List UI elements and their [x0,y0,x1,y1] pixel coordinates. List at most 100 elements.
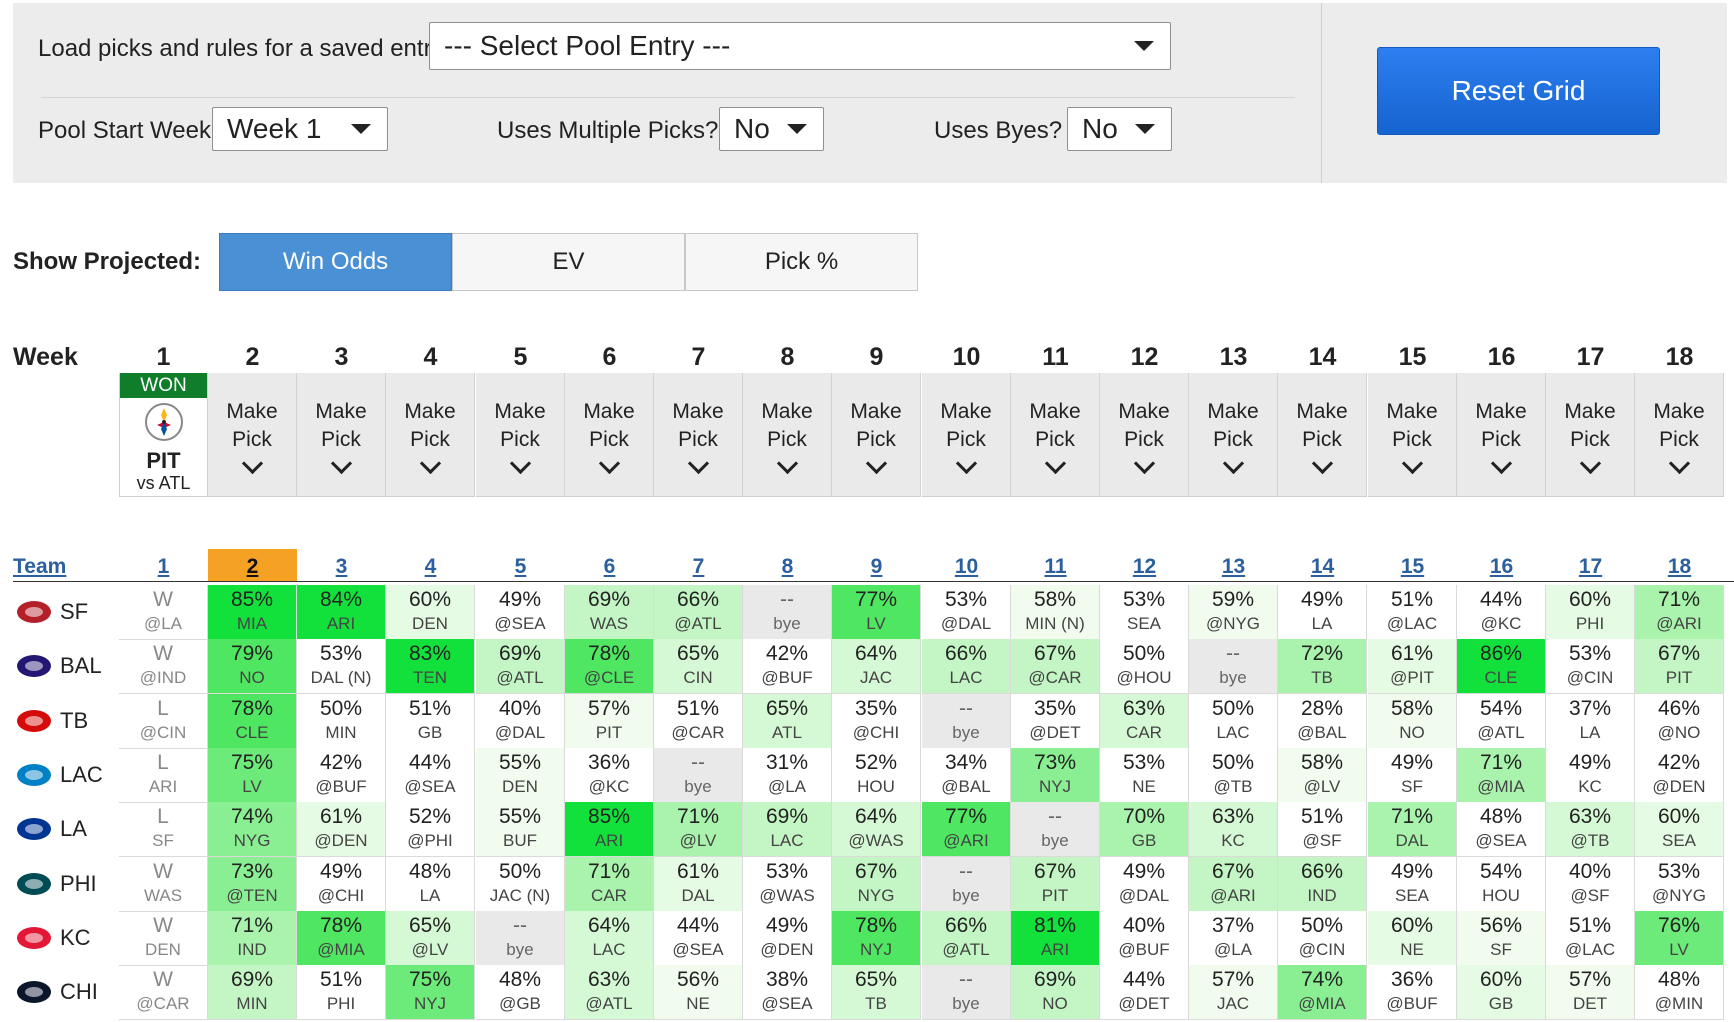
table-cell[interactable]: 78% NYJ [832,911,921,966]
table-cell[interactable]: 83% TEN [386,639,475,694]
multi-picks-select[interactable]: No [719,107,824,151]
make-pick-dropdown-week-11[interactable]: Make Pick [1011,373,1100,497]
table-cell[interactable]: 51% @LAC [1368,585,1457,640]
table-cell[interactable]: 52% @PHI [386,802,475,857]
table-cell[interactable]: 76% LV [1635,911,1724,966]
week-column-header[interactable]: 12 [1132,555,1157,578]
table-cell[interactable]: 50% @TB [1189,748,1278,803]
table-cell[interactable]: 48% @SEA [1457,802,1546,857]
table-cell[interactable]: 50% @CIN [1278,911,1367,966]
make-pick-dropdown-week-4[interactable]: Make Pick [386,373,475,497]
table-cell[interactable]: 44% @KC [1457,585,1546,640]
table-cell[interactable]: 56% NE [654,965,743,1020]
table-cell[interactable]: 40% @DAL [476,694,565,749]
table-cell[interactable]: 48% @GB [476,965,565,1020]
week-column-header[interactable]: 7 [692,555,705,578]
table-cell[interactable]: 37% LA [1546,694,1635,749]
table-cell[interactable]: 53% SEA [1100,585,1189,640]
table-cell[interactable]: 35% @CHI [832,694,921,749]
week-column-header[interactable]: 10 [954,555,979,578]
table-cell[interactable]: 64% LAC [565,911,654,966]
table-cell[interactable]: 49% @DAL [1100,857,1189,912]
table-cell[interactable]: 81% ARI [1011,911,1100,966]
table-cell[interactable]: 51% PHI [297,965,386,1020]
table-cell[interactable]: 51% @SF [1278,802,1367,857]
table-cell[interactable]: 53% NE [1100,748,1189,803]
table-cell[interactable]: 75% LV [208,748,297,803]
table-cell[interactable]: 28% @BAL [1278,694,1367,749]
table-cell[interactable]: 61% @PIT [1368,639,1457,694]
table-cell[interactable]: 66% @ATL [922,911,1011,966]
table-cell[interactable]: 69% @ATL [476,639,565,694]
week-column-header[interactable]: 1 [157,555,170,578]
make-pick-dropdown-week-18[interactable]: Make Pick [1635,373,1724,497]
week-column-header[interactable]: 6 [603,555,616,578]
table-cell[interactable]: 65% TB [832,965,921,1020]
make-pick-dropdown-week-7[interactable]: Make Pick [654,373,743,497]
make-pick-dropdown-week-8[interactable]: Make Pick [743,373,832,497]
table-cell[interactable]: 42% @BUF [743,639,832,694]
week-column-header[interactable]: 3 [335,555,348,578]
week-column-header[interactable]: 16 [1489,555,1514,578]
table-cell[interactable]: 71% DAL [1368,802,1457,857]
make-pick-dropdown-week-12[interactable]: Make Pick [1100,373,1189,497]
table-cell[interactable]: 42% @BUF [297,748,386,803]
table-cell[interactable]: 58% MIN (N) [1011,585,1100,640]
byes-select[interactable]: No [1067,107,1172,151]
table-cell[interactable]: 74% NYG [208,802,297,857]
table-cell[interactable]: 55% DEN [476,748,565,803]
table-cell[interactable]: 38% @SEA [743,965,832,1020]
table-cell[interactable]: 69% LAC [743,802,832,857]
table-cell[interactable]: 48% @MIN [1635,965,1724,1020]
week-column-header[interactable]: 9 [870,555,883,578]
table-cell[interactable]: 37% @LA [1189,911,1278,966]
table-cell[interactable]: 55% BUF [476,802,565,857]
table-cell[interactable]: 65% @LV [386,911,475,966]
table-cell[interactable]: 60% NE [1368,911,1457,966]
make-pick-dropdown-week-9[interactable]: Make Pick [832,373,921,497]
table-cell[interactable]: 61% DAL [654,857,743,912]
table-cell[interactable]: 49% @CHI [297,857,386,912]
table-cell[interactable]: 63% CAR [1100,694,1189,749]
table-cell[interactable]: 54% HOU [1457,857,1546,912]
table-cell[interactable]: 40% @SF [1546,857,1635,912]
tab-win-odds[interactable]: Win Odds [219,233,452,291]
table-cell[interactable]: 69% NO [1011,965,1100,1020]
table-cell[interactable]: 51% @LAC [1546,911,1635,966]
table-cell[interactable]: 49% SF [1368,748,1457,803]
team-column-header[interactable]: Team [13,555,67,578]
table-cell[interactable]: 56% SF [1457,911,1546,966]
table-cell[interactable]: 50% @HOU [1100,639,1189,694]
table-cell[interactable]: 72% TB [1278,639,1367,694]
table-cell[interactable]: 67% @CAR [1011,639,1100,694]
table-cell[interactable]: 69% MIN [208,965,297,1020]
table-cell[interactable]: 84% ARI [297,585,386,640]
table-cell[interactable]: 67% NYG [832,857,921,912]
table-cell[interactable]: 65% ATL [743,694,832,749]
table-cell[interactable]: 67% @ARI [1189,857,1278,912]
make-pick-dropdown-week-14[interactable]: Make Pick [1278,373,1367,497]
start-week-select[interactable]: Week 1 [212,107,388,151]
table-cell[interactable]: 31% @LA [743,748,832,803]
table-cell[interactable]: 44% @DET [1100,965,1189,1020]
make-pick-dropdown-week-15[interactable]: Make Pick [1368,373,1457,497]
make-pick-dropdown-week-2[interactable]: Make Pick [208,373,297,497]
table-cell[interactable]: 53% @DAL [922,585,1011,640]
table-cell[interactable]: 63% KC [1189,802,1278,857]
table-cell[interactable]: 42% @DEN [1635,748,1724,803]
week-column-header[interactable]: 15 [1400,555,1425,578]
week-column-header[interactable]: 2 [208,549,297,581]
table-cell[interactable]: 67% PIT [1635,639,1724,694]
table-cell[interactable]: 53% @WAS [743,857,832,912]
make-pick-dropdown-week-16[interactable]: Make Pick [1457,373,1546,497]
table-cell[interactable]: 57% PIT [565,694,654,749]
table-cell[interactable]: 66% IND [1278,857,1367,912]
table-cell[interactable]: 49% SEA [1368,857,1457,912]
table-cell[interactable]: 85% ARI [565,802,654,857]
table-cell[interactable]: 50% LAC [1189,694,1278,749]
table-cell[interactable]: 53% DAL (N) [297,639,386,694]
tab-ev[interactable]: EV [452,233,685,291]
table-cell[interactable]: 36% @KC [565,748,654,803]
table-cell[interactable]: 71% @ARI [1635,585,1724,640]
table-cell[interactable]: 63% @ATL [565,965,654,1020]
